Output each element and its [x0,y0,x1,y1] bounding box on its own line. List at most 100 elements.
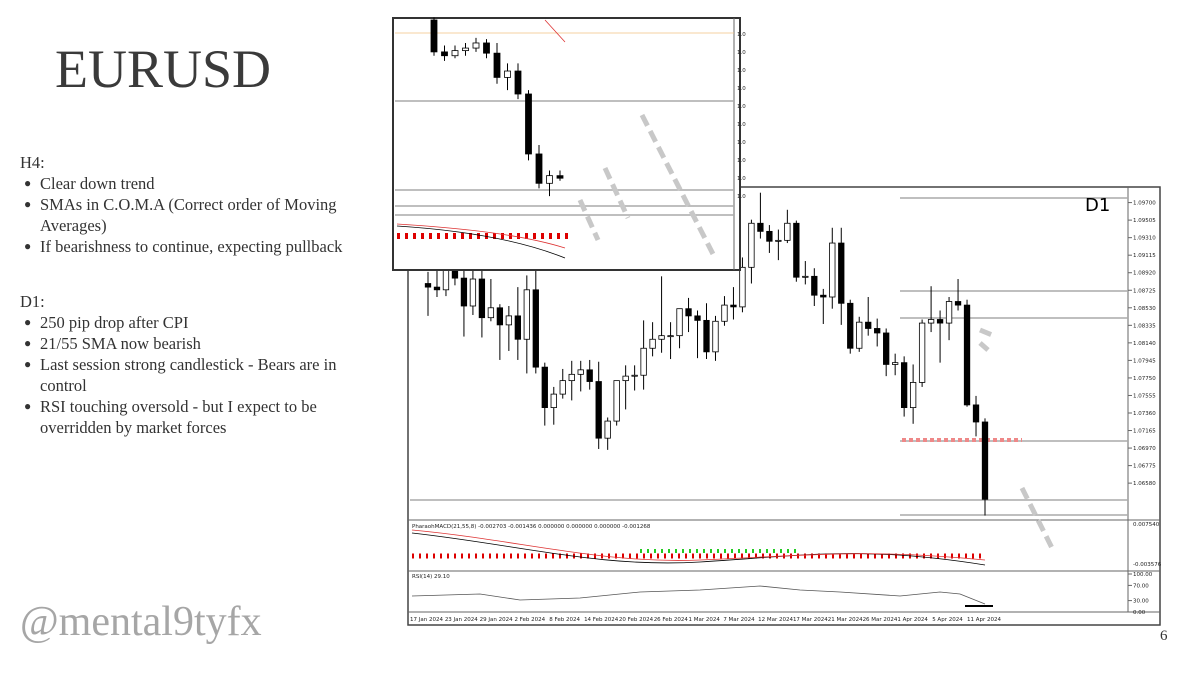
candle-body [838,242,845,304]
candle-body [478,278,486,319]
candle-body [532,289,539,368]
price-label: 1.0 [737,50,746,56]
candle-body [820,294,827,298]
candle-body [469,278,477,307]
candle-body [525,93,532,155]
candle-body [784,222,791,241]
candle-body [604,420,611,439]
y-tick-label: 1.08725 [1133,288,1156,294]
date-label: 7 Mar 2024 [723,617,755,623]
rsi-tick-label: 100.00 [1133,572,1153,578]
candle-body [972,404,980,423]
bullet: Last session strong candlestick - Bears … [24,354,385,396]
y-tick-label: 1.06970 [1133,446,1156,452]
date-label: 17 Jan 2024 [410,617,443,623]
candle-body [460,277,468,307]
candle-body [550,393,557,409]
candle-body [703,319,710,353]
bullet: Clear down trend [24,173,385,194]
candle-body [865,321,872,329]
indicator-line [396,225,566,259]
candle-body [441,51,448,57]
candle-body [546,175,553,184]
candle-body [748,222,755,268]
candle-body [667,335,674,338]
candle-body [586,369,593,382]
candle-body [963,304,971,406]
candle-body [514,70,522,95]
candle-body [430,19,438,53]
y-tick-label: 1.08140 [1133,341,1156,347]
candle-body [613,380,620,422]
bullet-list: 250 pip drop after CPI 21/55 SMA now bea… [20,312,385,438]
y-tick-label: 1.08335 [1133,323,1156,329]
candle-body [514,315,521,340]
candle-body [793,222,800,278]
macd-signal [411,529,986,561]
price-label: 1.0 [737,32,746,38]
candle-body [874,328,881,334]
y-tick-label: 1.08920 [1133,271,1156,277]
candle-body [757,222,764,232]
rsi-line [411,585,986,605]
candle-body [936,319,944,324]
y-tick-label: 1.09700 [1133,201,1156,207]
price-label: 1.0 [737,194,746,200]
candle-body [424,283,432,288]
y-tick-label: 1.07165 [1133,429,1156,435]
rsi-tick-label: 0.00 [1133,610,1146,616]
price-label: 1.0 [737,158,746,164]
candle-body [433,286,441,291]
trend-arrows [577,113,1055,550]
y-tick-label: 1.09310 [1133,236,1156,242]
date-label: 5 Apr 2024 [932,617,963,623]
candle-body [556,175,564,179]
date-label: 1 Apr 2024 [897,617,928,623]
y-tick-label: 1.08530 [1133,306,1156,312]
candle-body [487,307,495,319]
indicator-signal [396,223,566,249]
date-label: 26 Feb 2024 [654,617,689,623]
candle-body [504,70,511,78]
candle-body [856,321,863,349]
price-label: 1.0 [737,176,746,182]
candle-body [462,47,469,52]
candle-body [676,308,683,337]
candle-body [892,362,899,365]
candle-body [847,302,854,349]
price-label: 1.0 [737,140,746,146]
notes: H4: Clear down trend SMAs in C.O.M.A (Co… [20,152,385,472]
rsi-tick-label: 30.00 [1133,599,1149,605]
bullet: SMAs in C.O.M.A (Correct order of Moving… [24,194,385,236]
candle-body [541,366,548,409]
candle-body [775,239,782,242]
date-label: 8 Feb 2024 [549,617,580,623]
candle-body [649,338,656,349]
date-label: 21 Mar 2024 [828,617,863,623]
candle-body [631,374,638,377]
y-tick-label: 1.07555 [1133,393,1156,399]
candle-body [981,421,989,500]
candle-body [595,381,602,439]
sma-line [544,19,566,43]
candle-body [811,275,818,296]
price-label: 1.0 [737,86,746,92]
bullet: 250 pip drop after CPI [24,312,385,333]
candle-body [829,242,836,298]
candle-body [883,332,890,365]
candle-body [802,275,809,278]
bullet: RSI touching oversold - but I expect to … [24,396,385,438]
bullet: If bearishness to continue, expecting pu… [24,236,385,257]
macd-label: PharaohMACD(21,55,8) -0.002703 -0.001436… [412,524,651,530]
y-tick-label: 1.09505 [1133,218,1156,224]
date-label: 29 Jan 2024 [480,617,513,623]
candle-body [739,266,746,308]
candle-body [472,42,480,49]
candle-body [640,347,647,376]
candle-body [622,375,629,382]
date-label: 17 Mar 2024 [793,617,828,623]
candle-body [523,289,530,340]
date-label: 12 Mar 2024 [758,617,793,623]
candle-body [900,362,908,409]
